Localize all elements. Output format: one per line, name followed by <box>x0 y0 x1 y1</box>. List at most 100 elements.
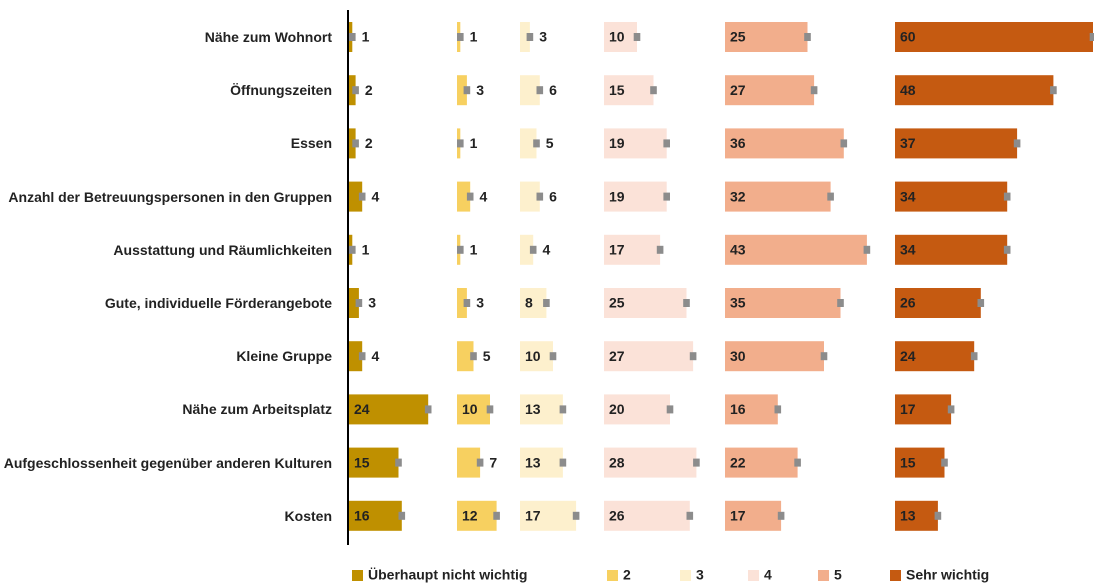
error-bar <box>947 405 955 414</box>
bar <box>895 500 938 531</box>
data-label: 3 <box>476 82 484 98</box>
bar <box>520 447 563 478</box>
error-bar <box>650 86 657 95</box>
error-bar <box>466 192 474 201</box>
data-label: 5 <box>546 135 554 151</box>
data-label: 27 <box>609 348 625 364</box>
error-bar <box>774 405 782 414</box>
data-label: 15 <box>900 454 916 470</box>
data-label: 37 <box>900 135 916 151</box>
error-bar <box>457 33 464 41</box>
data-label: 24 <box>354 401 370 417</box>
error-bar <box>804 33 811 41</box>
bar <box>895 75 1054 106</box>
data-label: 2 <box>365 135 373 151</box>
bar <box>520 341 553 372</box>
error-bar <box>1089 33 1094 41</box>
error-bar <box>689 352 697 361</box>
bar <box>604 128 667 159</box>
data-label: 10 <box>609 29 625 45</box>
bar <box>520 75 540 106</box>
error-bar <box>349 33 356 41</box>
legend-label: 5 <box>834 567 842 583</box>
bar <box>725 22 808 52</box>
error-bar <box>349 245 356 254</box>
bar <box>895 341 975 372</box>
legend-swatch <box>607 570 618 581</box>
data-label: 24 <box>900 348 916 364</box>
error-bar <box>529 245 537 254</box>
data-label: 6 <box>549 82 557 98</box>
bar <box>725 341 824 372</box>
data-label: 43 <box>730 242 746 258</box>
data-label: 36 <box>730 135 746 151</box>
error-bar <box>559 458 567 467</box>
category-label: Nähe zum Arbeitsplatz <box>182 401 332 418</box>
error-bar <box>352 86 359 95</box>
data-label: 4 <box>543 242 551 258</box>
error-bar <box>533 139 540 148</box>
error-bar <box>794 458 801 467</box>
bar <box>725 75 815 106</box>
data-label: 16 <box>354 508 370 524</box>
error-bar <box>1050 86 1057 95</box>
data-label: 19 <box>609 188 625 204</box>
bar <box>457 181 471 212</box>
bar <box>349 500 402 531</box>
legend-swatch <box>890 570 901 581</box>
data-label: 34 <box>900 188 916 204</box>
bar <box>604 447 697 478</box>
error-bar <box>355 299 363 307</box>
bar <box>725 447 798 478</box>
error-bar <box>837 299 844 307</box>
error-bar <box>977 299 985 307</box>
error-bar <box>1013 139 1021 148</box>
data-label: 13 <box>525 454 541 470</box>
bar <box>457 341 474 372</box>
bar <box>895 288 981 318</box>
data-label: 25 <box>730 29 746 45</box>
error-bar <box>358 192 366 201</box>
data-label: 4 <box>480 188 488 204</box>
bar <box>457 447 481 478</box>
data-label: 3 <box>368 295 376 311</box>
data-label: 13 <box>525 401 541 417</box>
bar <box>725 500 782 531</box>
legend-label: Sehr wichtig <box>906 567 989 583</box>
bar <box>895 181 1008 212</box>
error-bar <box>663 192 670 201</box>
error-bar <box>686 511 694 520</box>
bar <box>725 181 831 212</box>
error-bar <box>470 352 477 361</box>
error-bar <box>476 458 484 467</box>
data-label: 34 <box>900 242 916 258</box>
bar <box>895 22 1093 52</box>
error-bar <box>683 299 690 307</box>
error-bar <box>840 139 848 148</box>
bar <box>520 128 537 159</box>
data-label: 17 <box>730 508 746 524</box>
error-bar <box>863 245 871 254</box>
data-label: 60 <box>900 29 916 45</box>
bar <box>520 394 563 425</box>
data-label: 35 <box>730 295 746 311</box>
legend-swatch <box>818 570 829 581</box>
bar <box>895 394 952 425</box>
error-bar <box>358 352 366 361</box>
bar <box>604 22 637 52</box>
error-bar <box>457 245 464 254</box>
bar <box>604 500 690 531</box>
error-bar <box>656 245 664 254</box>
error-bar <box>536 192 544 201</box>
data-label: 4 <box>372 188 380 204</box>
bar <box>725 394 778 425</box>
data-label: 6 <box>549 188 557 204</box>
data-label: 16 <box>730 401 746 417</box>
bar <box>520 234 534 265</box>
data-label: 1 <box>470 135 478 151</box>
data-label: 10 <box>462 401 478 417</box>
category-label: Essen <box>290 135 332 152</box>
legend-label: 3 <box>696 567 704 583</box>
bar <box>604 181 667 212</box>
